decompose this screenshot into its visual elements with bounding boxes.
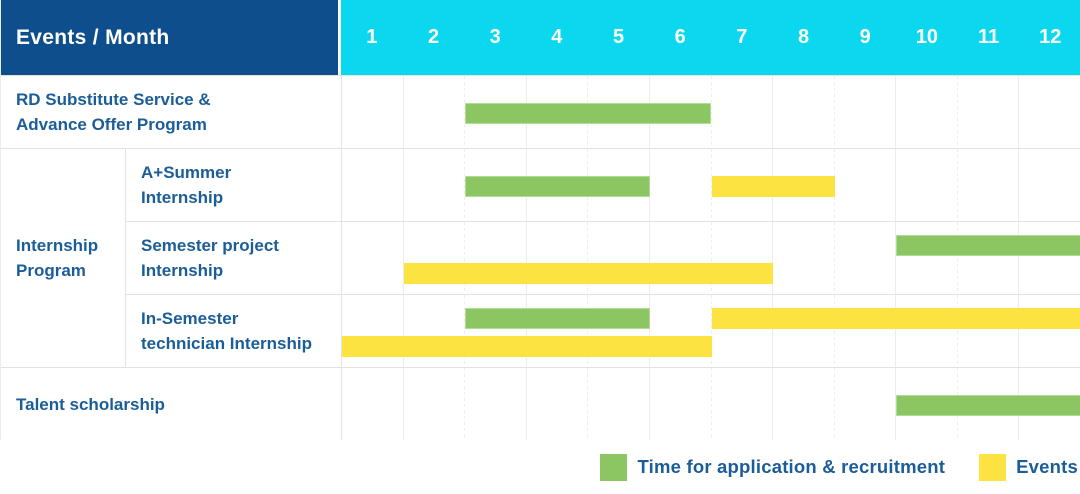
- gantt-bar-green: [465, 103, 712, 124]
- month-gridline: [648, 295, 650, 367]
- month-gridline: [402, 149, 404, 221]
- month-gridline: [833, 368, 835, 440]
- month-gridline: [402, 368, 404, 440]
- table-title: Events / Month: [16, 25, 170, 49]
- row-chart-in-semester-technician: [341, 294, 1080, 367]
- month-gridline: [464, 76, 466, 148]
- month-header-11: 11: [977, 26, 1000, 48]
- legend-swatch-yellow-icon: [979, 453, 1007, 481]
- group-label-internship-program: Internship Program: [1, 148, 125, 367]
- month-header-5: 5: [612, 26, 625, 48]
- month-gridline: [464, 295, 466, 367]
- month-gridline: [587, 295, 589, 367]
- month-header-row: 1 2 3 4 5 6 7 8 9 10 11 12: [341, 0, 1080, 75]
- month-gridline: [710, 295, 712, 367]
- month-header-12: 12: [1039, 26, 1062, 48]
- legend-label-events: Events: [1016, 456, 1078, 477]
- month-header-1: 1: [366, 26, 378, 48]
- month-gridline: [1018, 76, 1020, 148]
- month-gridline: [956, 149, 958, 221]
- row-label-rd-substitute: RD Substitute Service & Advance Offer Pr…: [1, 75, 341, 148]
- month-gridline: [833, 295, 835, 367]
- month-gridline: [402, 222, 404, 294]
- month-gridline: [525, 368, 527, 440]
- row-chart-rd-substitute: [341, 75, 1080, 148]
- month-header-7: 7: [736, 26, 748, 48]
- row-chart-talent-scholarship: [341, 367, 1080, 440]
- month-gridline: [648, 222, 650, 294]
- legend-item-application-recruitment: Time for application & recruitment: [600, 453, 946, 481]
- month-header-4: 4: [551, 26, 563, 48]
- month-gridline: [772, 222, 774, 294]
- month-gridline: [1018, 295, 1020, 367]
- month-gridline: [648, 368, 650, 440]
- month-gridline: [895, 222, 897, 294]
- month-header-9: 9: [859, 26, 871, 48]
- month-header-2: 2: [427, 26, 440, 48]
- legend: Time for application & recruitment Event…: [0, 452, 1078, 482]
- events-month-table: Events / Month 1 2 3 4 5 6 7 8 9 10 11 12 RD Substi…: [0, 0, 1080, 440]
- row-chart-a-plus-summer: [341, 148, 1080, 221]
- month-gridline: [956, 295, 958, 367]
- month-gridline: [895, 295, 897, 367]
- month-header-10: 10: [915, 26, 938, 48]
- legend-label-application-recruitment: Time for application & recruitment: [637, 456, 946, 477]
- gantt-bar-green: [465, 176, 650, 197]
- month-gridline: [464, 222, 466, 294]
- row-label-a-plus-summer: A+Summer Internship: [125, 148, 341, 221]
- month-gridline: [464, 368, 466, 440]
- month-gridline: [895, 368, 897, 440]
- month-gridline: [833, 222, 835, 294]
- month-gridline: [710, 222, 712, 294]
- month-gridline: [402, 76, 404, 148]
- month-gridline: [587, 222, 589, 294]
- month-gridline: [710, 368, 712, 440]
- month-gridline: [956, 222, 958, 294]
- month-gridline: [895, 76, 897, 148]
- month-header-3: 3: [489, 26, 501, 48]
- gantt-bar-yellow: [342, 336, 712, 357]
- month-header-6: 6: [674, 26, 686, 48]
- month-gridline: [956, 76, 958, 148]
- gantt-bar-yellow: [403, 263, 774, 284]
- month-gridline: [525, 295, 527, 367]
- month-gridline: [1018, 222, 1020, 294]
- gantt-bar-yellow: [711, 308, 1080, 329]
- month-gridline: [402, 295, 404, 367]
- month-gridline: [464, 149, 466, 221]
- table-header-corner: Events / Month: [1, 0, 341, 75]
- row-label-talent-scholarship: Talent scholarship: [1, 367, 341, 440]
- gantt-bar-green: [465, 308, 650, 329]
- row-label-semester-project: Semester project Internship: [125, 221, 341, 294]
- month-gridline: [895, 149, 897, 221]
- legend-swatch-green-icon: [600, 453, 628, 481]
- month-header-8: 8: [797, 26, 810, 48]
- month-gridline: [587, 368, 589, 440]
- month-gridline: [772, 295, 774, 367]
- month-gridline: [833, 76, 835, 148]
- gantt-bar-green: [896, 235, 1080, 256]
- gantt-bar-green: [896, 395, 1080, 416]
- month-gridline: [772, 76, 774, 148]
- row-chart-semester-project: [341, 221, 1080, 294]
- month-gridline: [710, 149, 712, 221]
- gantt-bar-yellow: [711, 176, 835, 197]
- month-gridline: [525, 222, 527, 294]
- month-gridline: [1018, 149, 1020, 221]
- row-label-in-semester-technician: In-Semester technician Internship: [125, 294, 341, 367]
- legend-item-events: Events: [979, 453, 1078, 481]
- month-gridline: [772, 368, 774, 440]
